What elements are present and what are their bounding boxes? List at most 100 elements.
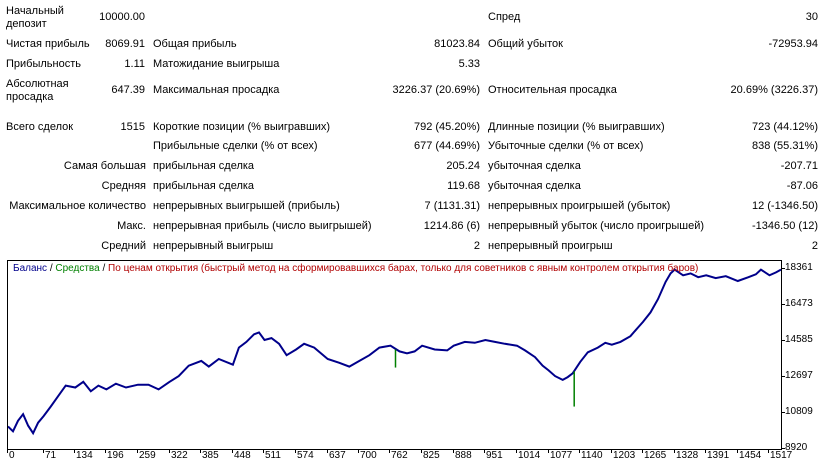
gross-profit-value: 81023.84 <box>434 38 480 50</box>
initial-deposit-value: 10000.00 <box>99 11 145 23</box>
long-positions-label: Длинные позиции (% выигравших) <box>488 121 665 133</box>
x-tick-label: 1203 <box>613 450 636 461</box>
x-tick-label: 825 <box>423 450 440 461</box>
average-label: Средняя <box>101 180 146 192</box>
balance-line <box>8 268 781 436</box>
maximal-drawdown-value: 3226.37 (20.69%) <box>392 84 480 96</box>
x-tick-label: 1517 <box>770 450 793 461</box>
x-tick-mark <box>327 449 328 453</box>
balance-chart: Баланс / Средства / По ценам открытия (б… <box>5 258 835 463</box>
max-consecutive-label: Максимальное количество <box>9 200 146 212</box>
max-amount-losses-value: -1346.50 (12) <box>751 220 818 232</box>
expected-payoff-value: 5.33 <box>458 58 480 70</box>
x-tick-mark <box>642 449 643 453</box>
x-tick-label: 700 <box>360 450 377 461</box>
gross-profit-label: Общая прибыль <box>153 38 237 50</box>
x-tick-mark <box>232 449 233 453</box>
profit-factor-label: Прибыльность <box>6 58 81 70</box>
x-tick-mark <box>611 449 612 453</box>
x-tick-label: 385 <box>202 450 219 461</box>
short-positions-value: 792 (45.20%) <box>413 121 480 133</box>
x-tick-mark <box>43 449 44 453</box>
x-tick-mark <box>421 449 422 453</box>
loss-trades-value: 838 (55.31%) <box>751 140 818 152</box>
y-tick-mark <box>781 376 785 377</box>
average-profit-value: 119.68 <box>447 180 480 192</box>
y-tick-label: 8920 <box>785 442 808 453</box>
initial-deposit-label: Начальный депозит <box>6 5 64 30</box>
test-report: Начальный депозит 10000.00 Спред 30 Чист… <box>6 5 818 252</box>
y-tick-mark <box>781 412 785 413</box>
absolute-drawdown-value: 647.39 <box>111 84 145 96</box>
x-tick-label: 1454 <box>739 450 762 461</box>
y-tick-label: 16473 <box>785 298 813 309</box>
x-tick-label: 574 <box>297 450 314 461</box>
x-tick-label: 196 <box>107 450 124 461</box>
x-tick-mark <box>579 449 580 453</box>
gross-loss-label: Общий убыток <box>488 38 563 50</box>
largest-loss-value: -207.71 <box>780 160 818 172</box>
x-tick-mark <box>548 449 549 453</box>
loss-trades-label: Убыточные сделки (% от всех) <box>488 140 644 152</box>
x-tick-label: 637 <box>329 450 346 461</box>
avg-consecutive-label: Средний <box>101 240 146 252</box>
x-tick-mark <box>674 449 675 453</box>
x-tick-mark <box>137 449 138 453</box>
x-tick-mark <box>453 449 454 453</box>
maximal-drawdown-label: Максимальная просадка <box>153 84 280 96</box>
x-tick-label: 1077 <box>550 450 573 461</box>
legend-equity: Средства <box>55 263 100 274</box>
x-tick-label: 951 <box>486 450 503 461</box>
max-amount-wins-value: 1214.86 (6) <box>423 220 480 232</box>
legend-balance: Баланс <box>13 263 48 274</box>
largest-label: Самая большая <box>63 160 146 172</box>
x-tick-mark <box>295 449 296 453</box>
chart-legend: Баланс / Средства / По ценам открытия (б… <box>13 263 698 275</box>
x-tick-mark <box>169 449 170 453</box>
y-tick-mark <box>781 340 785 341</box>
y-tick-mark <box>781 268 785 269</box>
profit-trades-label: Прибыльные сделки (% от всех) <box>153 140 318 152</box>
x-tick-mark <box>263 449 264 453</box>
x-tick-label: 511 <box>265 450 281 461</box>
relative-drawdown-label: Относительная просадка <box>488 84 617 96</box>
max-amount-wins-label: непрерывная прибыль (число выигрышей) <box>153 220 372 232</box>
x-tick-label: 1328 <box>676 450 699 461</box>
net-profit-value: 8069.91 <box>105 38 145 50</box>
y-tick-label: 18361 <box>785 262 813 273</box>
legend-separator: / <box>47 263 56 274</box>
avg-consecutive-wins-label: непрерывный выигрыш <box>153 240 274 252</box>
x-tick-label: 448 <box>234 450 251 461</box>
total-trades-value: 1515 <box>120 121 145 133</box>
y-tick-mark <box>781 304 785 305</box>
avg-consecutive-wins-value: 2 <box>473 240 480 252</box>
avg-consecutive-losses-label: непрерывный проигрыш <box>488 240 613 252</box>
y-tick-mark <box>781 448 785 449</box>
max-consecutive-wins-label: непрерывных выигрышей (прибыль) <box>153 200 340 212</box>
average-profit-label: прибыльная сделка <box>153 180 255 192</box>
x-tick-mark <box>200 449 201 453</box>
gross-loss-value: -72953.94 <box>768 38 818 50</box>
avg-consecutive-losses-value: 2 <box>811 240 818 252</box>
x-tick-label: 888 <box>455 450 472 461</box>
x-tick-mark <box>516 449 517 453</box>
y-tick-label: 12697 <box>785 370 813 381</box>
x-tick-label: 259 <box>139 450 156 461</box>
x-tick-label: 0 <box>9 450 15 461</box>
y-tick-label: 10809 <box>785 406 813 417</box>
x-tick-label: 762 <box>391 450 408 461</box>
chart-svg <box>8 268 781 436</box>
average-loss-value: -87.06 <box>786 180 818 192</box>
x-tick-label: 71 <box>45 450 57 461</box>
x-tick-mark <box>768 449 769 453</box>
relative-drawdown-value: 20.69% (3226.37) <box>730 84 818 96</box>
x-tick-label: 1140 <box>581 450 603 461</box>
spread-label: Спред <box>488 11 521 23</box>
x-tick-mark <box>74 449 75 453</box>
legend-model: По ценам открытия (быстрый метод на сфор… <box>108 263 699 274</box>
legend-separator: / <box>99 263 109 274</box>
max-consecutive-losses-label: непрерывных проигрышей (убыток) <box>488 200 671 212</box>
x-tick-mark <box>7 449 8 453</box>
long-positions-value: 723 (44.12%) <box>751 121 818 133</box>
profit-trades-value: 677 (44.69%) <box>413 140 480 152</box>
